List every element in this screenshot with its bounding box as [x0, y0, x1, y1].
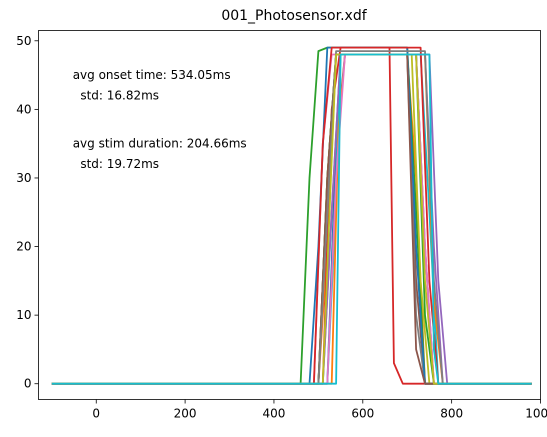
- series-line-12: [51, 53, 532, 385]
- annotation-4: std: 19.72ms: [73, 157, 159, 171]
- annotation-layer: avg onset time: 534.05ms std: 16.82ms avg…: [73, 68, 247, 171]
- y-tick-label-0: 0: [24, 377, 32, 391]
- series-line-16: [51, 53, 532, 385]
- series-line-15: [51, 53, 532, 385]
- x-tick-label-3: 600: [351, 407, 374, 421]
- y-tick-label-4: 40: [16, 102, 31, 116]
- series-line-1: [51, 53, 532, 385]
- series-line-18: [51, 50, 532, 385]
- series-layer: [51, 46, 532, 385]
- annotation-2: std: 16.82ms: [73, 89, 159, 103]
- series-line-13: [51, 53, 532, 385]
- y-tick-label-2: 20: [16, 240, 31, 254]
- annotation-1: avg onset time: 534.05ms: [73, 68, 231, 82]
- plot-frame: [38, 30, 541, 400]
- series-line-8: [51, 53, 532, 385]
- series-line-10: [51, 53, 532, 385]
- series-line-7: [51, 53, 532, 385]
- y-tick-label-1: 10: [16, 308, 31, 322]
- series-line-20: [51, 53, 532, 385]
- x-tick-label-1: 200: [174, 407, 197, 421]
- series-line-6: [51, 53, 532, 385]
- x-tick-label-4: 800: [440, 407, 463, 421]
- series-line-9: [51, 53, 532, 385]
- annotation-3: avg stim duration: 204.66ms: [73, 137, 247, 151]
- y-tick-label-5: 50: [16, 34, 31, 48]
- series-line-5: [51, 53, 532, 385]
- y-tick-label-3: 30: [16, 171, 31, 185]
- series-line-2: [51, 53, 532, 385]
- chart-title: 001_Photosensor.xdf: [221, 8, 367, 24]
- x-tick-label-2: 400: [262, 407, 285, 421]
- x-tick-label-0: 0: [92, 407, 100, 421]
- series-line-17: [51, 53, 532, 385]
- series-line-19: [51, 53, 532, 385]
